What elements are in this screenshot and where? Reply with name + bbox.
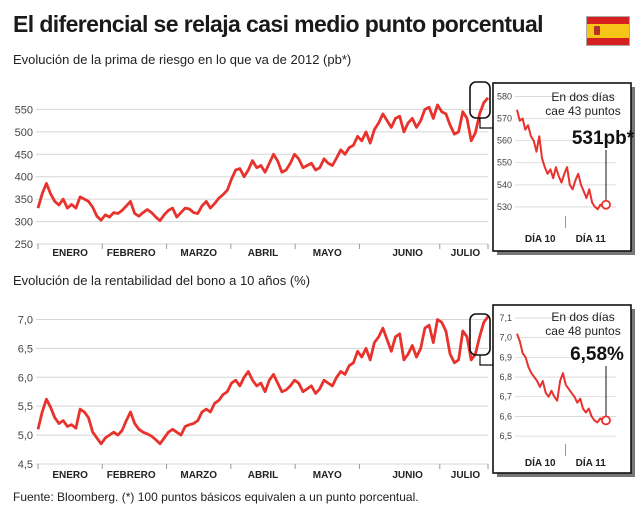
y-tick-label: 350 — [15, 194, 33, 206]
y-tick-label: 6,5 — [18, 343, 33, 355]
inset-y-tick-label: 6,6 — [499, 411, 512, 421]
inset-note: cae 48 puntos — [545, 324, 620, 338]
month-label: JUNIO — [392, 470, 423, 481]
inset-day-label: DÍA 10 — [525, 232, 556, 245]
inset-note: En dos días — [551, 310, 614, 324]
connector-line — [479, 118, 493, 129]
y-tick-label: 250 — [15, 239, 33, 251]
month-label: JUNIO — [392, 248, 423, 259]
inset-y-tick-label: 7,0 — [499, 333, 512, 343]
inset-y-tick-label: 560 — [497, 136, 512, 146]
month-label: MARZO — [180, 470, 217, 481]
inset-series-line — [516, 109, 607, 211]
month-label: MAYO — [313, 470, 342, 481]
inset-y-tick-label: 6,5 — [499, 431, 512, 441]
inset-value-label: 531pb* — [572, 128, 635, 149]
last-value-marker — [601, 415, 611, 426]
month-label: MAYO — [313, 248, 342, 259]
month-label: JULIO — [451, 470, 481, 481]
month-label: MARZO — [180, 248, 217, 259]
inset-y-tick-label: 6,7 — [499, 392, 512, 402]
y-tick-label: 500 — [15, 127, 33, 139]
y-tick-label: 400 — [15, 172, 33, 184]
month-label: ENERO — [52, 470, 88, 481]
inset-note: cae 43 puntos — [545, 104, 620, 118]
chart-title: El diferencial se relaja casi medio punt… — [13, 11, 544, 37]
y-tick-label: 6,0 — [18, 372, 33, 384]
y-tick-label: 550 — [15, 104, 33, 116]
month-label: ABRIL — [248, 470, 279, 481]
month-label: ABRIL — [248, 248, 279, 259]
series-line — [36, 96, 490, 223]
inset-frame — [492, 304, 632, 474]
spain-flag-icon — [586, 16, 630, 46]
y-tick-label: 7,0 — [18, 314, 33, 326]
inset-y-tick-label: 6,8 — [499, 372, 512, 382]
month-label: ENERO — [52, 248, 88, 259]
inset-series-line — [516, 333, 606, 424]
last-value-marker — [601, 199, 611, 210]
inset-y-tick-label: 540 — [497, 180, 512, 190]
y-tick-label: 4,5 — [18, 459, 33, 471]
inset-day-label: DÍA 10 — [525, 456, 556, 469]
inset-value-label: 6,58% — [570, 344, 624, 365]
chart1-subtitle: Evolución de la prima de riesgo en lo qu… — [13, 52, 352, 67]
inset-day-label: DÍA 11 — [576, 232, 607, 245]
y-tick-label: 450 — [15, 149, 33, 161]
inset-y-tick-label: 7,1 — [499, 313, 512, 323]
inset-day-label: DÍA 11 — [576, 456, 607, 469]
source-note: Fuente: Bloomberg. (*) 100 puntos básico… — [13, 490, 419, 504]
y-tick-label: 5,5 — [18, 401, 33, 413]
chart2-subtitle: Evolución de la rentabilidad del bono a … — [13, 273, 311, 288]
inset-y-tick-label: 570 — [497, 114, 512, 124]
inset-y-tick-label: 580 — [497, 91, 512, 101]
y-tick-label: 300 — [15, 217, 33, 229]
inset-y-tick-label: 6,9 — [499, 352, 512, 362]
series-line — [36, 315, 490, 446]
month-label: JULIO — [451, 248, 481, 259]
inset-y-tick-label: 530 — [497, 202, 512, 212]
month-label: FEBRERO — [107, 248, 156, 259]
inset-y-tick-label: 550 — [497, 158, 512, 168]
y-tick-label: 5,0 — [18, 430, 33, 442]
month-label: FEBRERO — [107, 470, 156, 481]
inset-frame — [492, 82, 632, 252]
inset-note: En dos días — [551, 90, 614, 104]
connector-line — [479, 355, 493, 366]
